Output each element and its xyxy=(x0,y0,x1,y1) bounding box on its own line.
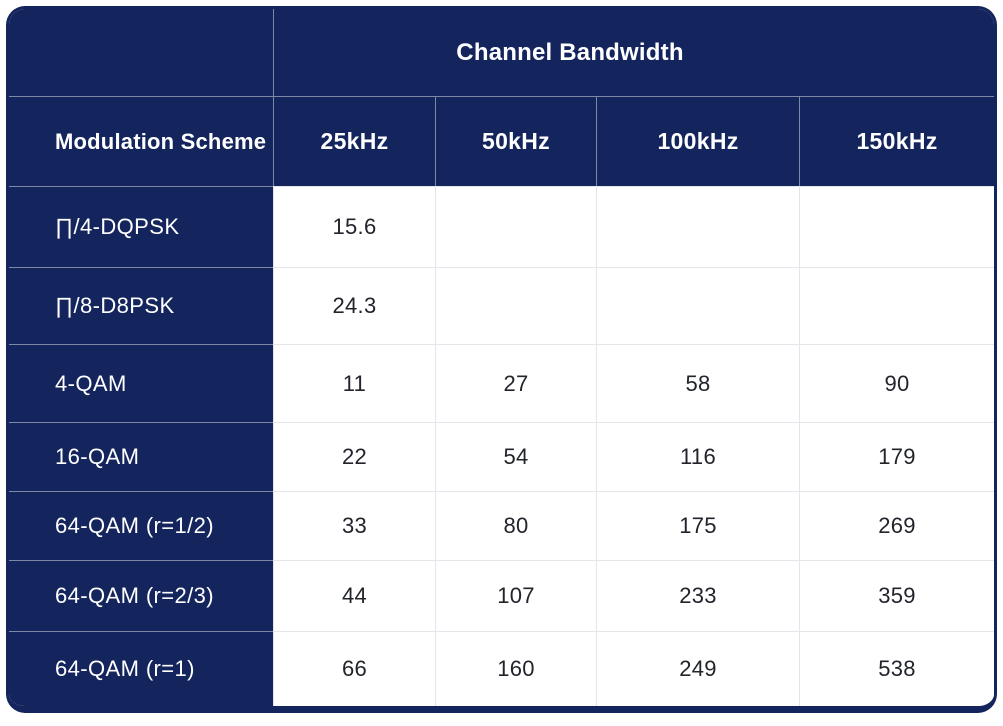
data-cell: 107 xyxy=(435,560,596,631)
data-cell: 54 xyxy=(435,422,596,491)
data-cell: 44 xyxy=(273,560,435,631)
bandwidth-table: Channel Bandwidth Modulation Scheme 25kH… xyxy=(6,6,997,713)
data-cell: 80 xyxy=(435,491,596,560)
data-cell xyxy=(435,267,596,344)
data-cell: 27 xyxy=(435,344,596,422)
row-header-label: Modulation Scheme xyxy=(55,128,267,154)
data-cell: 116 xyxy=(596,422,799,491)
data-cell xyxy=(799,267,994,344)
row-label: 64-QAM (r=2/3) xyxy=(9,560,273,631)
data-cell: 538 xyxy=(799,631,994,706)
data-cell: 160 xyxy=(435,631,596,706)
row-label: ∏/8-D8PSK xyxy=(9,267,273,344)
col-header-150khz: 150kHz xyxy=(799,96,994,186)
data-cell: 175 xyxy=(596,491,799,560)
row-label: 16-QAM xyxy=(9,422,273,491)
data-cell: 233 xyxy=(596,560,799,631)
data-cell xyxy=(596,186,799,267)
modulation-scheme-header: Modulation Scheme xyxy=(9,96,273,186)
data-cell: 359 xyxy=(799,560,994,631)
row-label: ∏/4-DQPSK xyxy=(9,186,273,267)
data-cell xyxy=(435,186,596,267)
data-cell: 179 xyxy=(799,422,994,491)
col-header-100khz: 100kHz xyxy=(596,96,799,186)
col-header-25khz: 25kHz xyxy=(273,96,435,186)
col-header-50khz: 50kHz xyxy=(435,96,596,186)
data-cell: 249 xyxy=(596,631,799,706)
channel-bandwidth-header: Channel Bandwidth xyxy=(273,9,994,96)
row-label: 4-QAM xyxy=(9,344,273,422)
data-cell xyxy=(799,186,994,267)
row-label: 64-QAM (r=1) xyxy=(9,631,273,706)
data-cell: 22 xyxy=(273,422,435,491)
data-cell: 15.6 xyxy=(273,186,435,267)
row-label: 64-QAM (r=1/2) xyxy=(9,491,273,560)
data-cell: 33 xyxy=(273,491,435,560)
data-cell: 58 xyxy=(596,344,799,422)
data-cell: 269 xyxy=(799,491,994,560)
corner-blank-cell xyxy=(9,9,273,96)
table-title: Channel Bandwidth xyxy=(456,38,684,66)
data-cell: 66 xyxy=(273,631,435,706)
data-cell xyxy=(596,267,799,344)
data-cell: 90 xyxy=(799,344,994,422)
data-cell: 24.3 xyxy=(273,267,435,344)
data-cell: 11 xyxy=(273,344,435,422)
